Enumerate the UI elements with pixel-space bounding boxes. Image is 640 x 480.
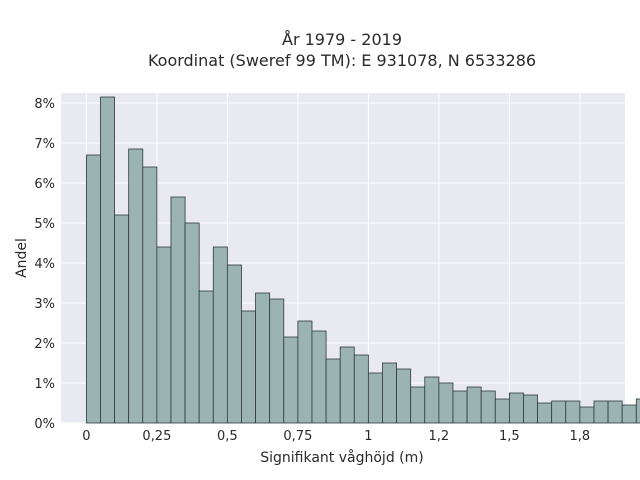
histogram-bar: [212, 246, 228, 424]
histogram-bar: [297, 320, 313, 424]
histogram-bar: [367, 372, 383, 424]
x-tick-label: 0,5: [217, 429, 238, 444]
y-tick-label: 7%: [34, 137, 55, 152]
x-tick-label: 0,75: [283, 429, 312, 444]
histogram-bar: [508, 392, 524, 424]
histogram-bar: [523, 394, 538, 424]
histogram-bar: [142, 166, 158, 424]
histogram-bar: [452, 390, 468, 424]
histogram-bar: [198, 290, 214, 424]
histogram-bar: [565, 400, 581, 424]
histogram-bar: [283, 336, 299, 424]
y-tick-labels: 0% 1% 2% 3% 4% 5% 6% 7% 8%: [34, 97, 55, 432]
y-tick-label: 3%: [34, 297, 55, 312]
y-tick-label: 5%: [34, 217, 55, 232]
x-tick-labels: 0 0,25 0,5 0,75 1 1,2 1,5 1,8: [82, 429, 590, 444]
histogram-bar: [269, 298, 285, 424]
histogram-bar: [607, 400, 623, 424]
histogram-bar: [325, 358, 341, 424]
histogram-bar: [170, 196, 186, 424]
histogram-bar: [382, 362, 397, 424]
x-axis-label: Signifikant våghöjd (m): [260, 449, 423, 466]
histogram-bar: [114, 214, 130, 424]
histogram-bar: [621, 404, 637, 424]
y-tick-label: 4%: [34, 257, 55, 272]
y-tick-label: 2%: [34, 337, 55, 352]
histogram-bar: [537, 402, 553, 424]
x-tick-label: 0: [82, 429, 90, 444]
x-tick-label: 1,8: [570, 429, 591, 444]
y-tick-label: 0%: [34, 417, 55, 432]
x-tick-label: 1,2: [429, 429, 450, 444]
chart-subtitle: Koordinat (Sweref 99 TM): E 931078, N 65…: [148, 51, 536, 70]
histogram-bar: [551, 400, 567, 424]
x-tick-label: 0,25: [142, 429, 171, 444]
histogram-bar: [339, 346, 355, 424]
chart-title: År 1979 - 2019: [282, 30, 402, 49]
y-tick-label: 1%: [34, 377, 55, 392]
histogram-bar: [635, 398, 640, 424]
histogram-bar: [311, 330, 327, 424]
histogram-bar: [241, 310, 256, 424]
histogram-bar: [128, 148, 144, 424]
histogram-bar: [424, 376, 440, 424]
histogram-bar: [438, 382, 454, 424]
histogram-bar: [184, 222, 200, 424]
x-tick-label: 1,5: [499, 429, 520, 444]
histogram-bar: [156, 246, 172, 424]
histogram-bar: [396, 368, 412, 424]
histogram-bar: [226, 264, 242, 424]
bars: [85, 96, 640, 424]
histogram-bar: [255, 292, 271, 424]
histogram-bar: [100, 96, 115, 424]
y-axis-label: Andel: [14, 238, 30, 278]
histogram-bar: [593, 400, 609, 424]
histogram-bar: [410, 386, 426, 424]
histogram-bar: [466, 386, 482, 424]
y-tick-label: 6%: [34, 177, 55, 192]
histogram-bar: [353, 354, 369, 424]
y-tick-label: 8%: [34, 97, 55, 112]
histogram-bar: [579, 406, 595, 424]
histogram-bar: [480, 390, 496, 424]
histogram-bar: [85, 154, 101, 424]
histogram-bar: [494, 398, 510, 424]
x-tick-label: 1: [364, 429, 372, 444]
